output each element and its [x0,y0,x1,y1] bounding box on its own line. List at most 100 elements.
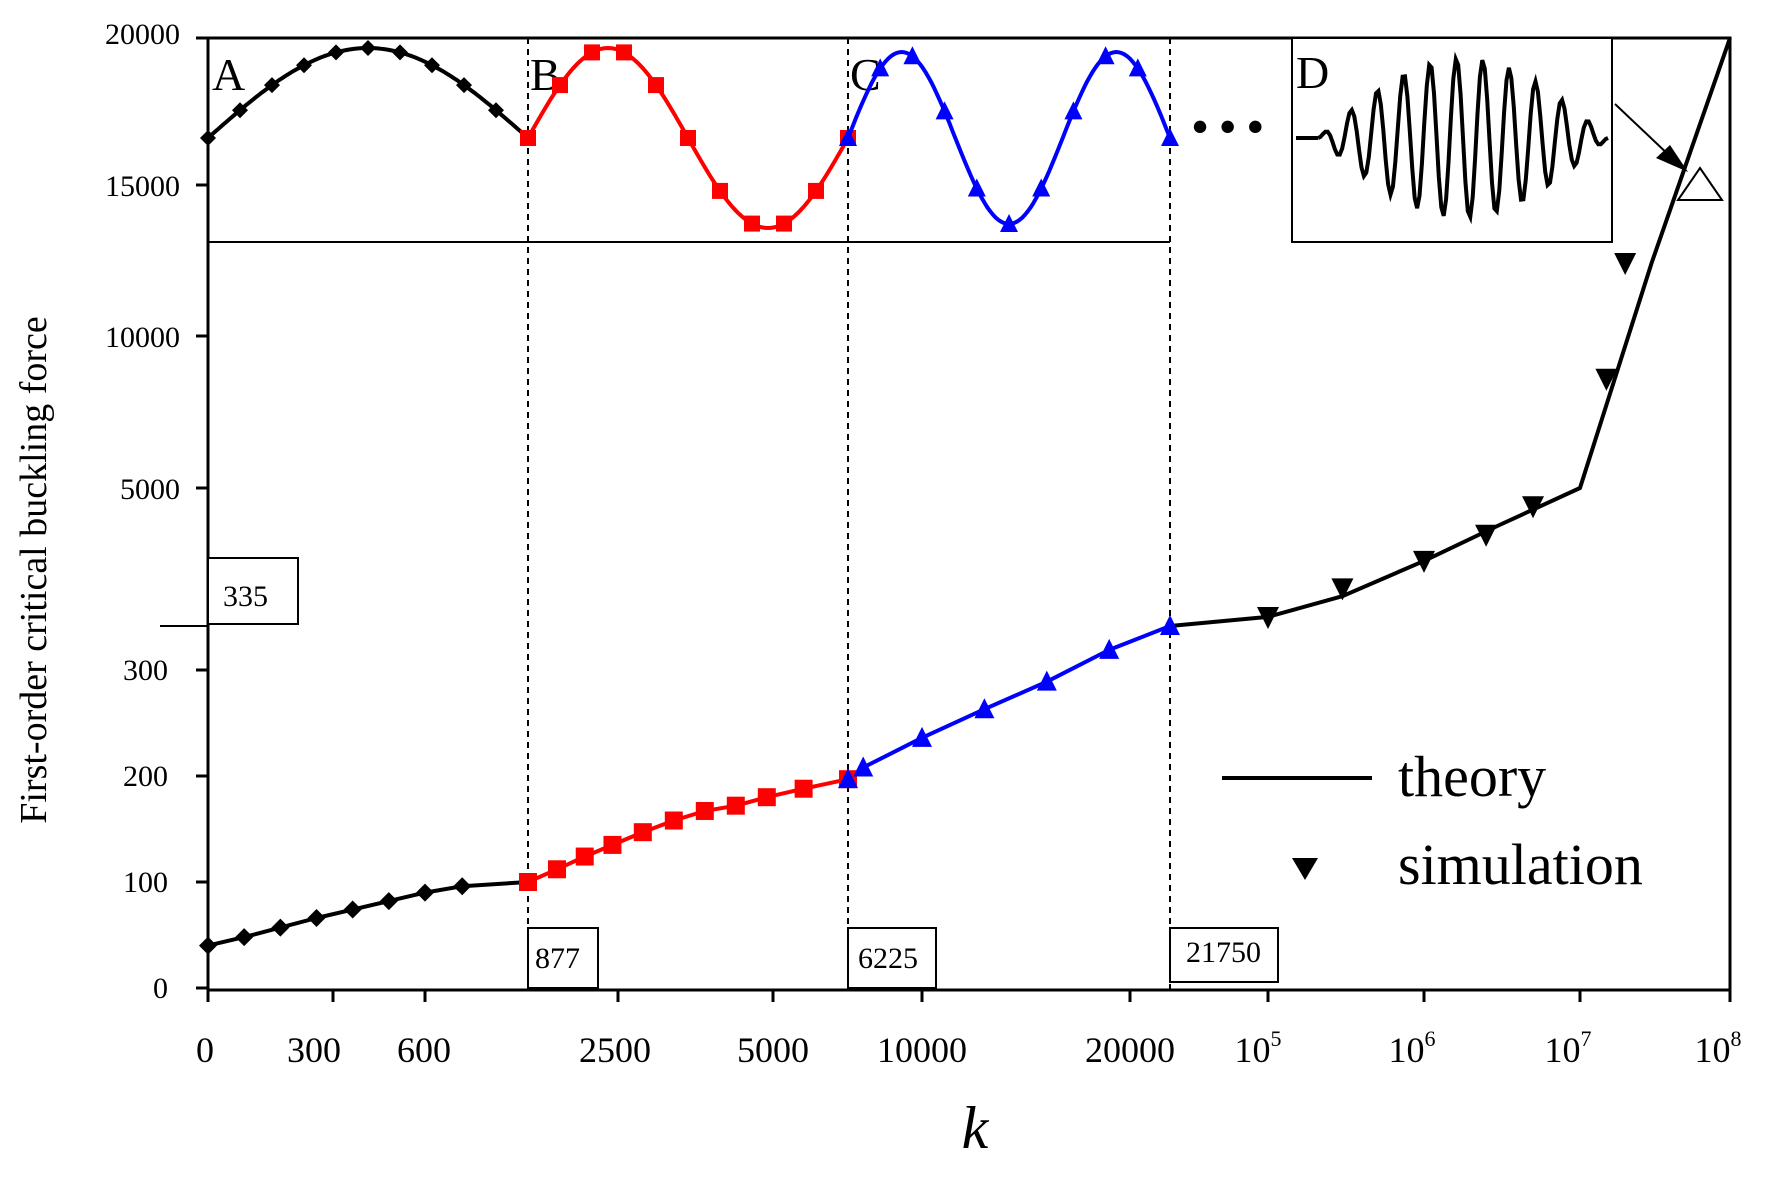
data-marker-triangle-down [1475,524,1498,547]
x-tick-marks [206,990,1732,1002]
data-marker-square [603,835,622,854]
x-tick-label-pow: 106 [1389,1026,1436,1070]
x-tick-exp: 5 [1271,1026,1282,1051]
mode-shape-a-marker [488,102,504,119]
mode-shape-c-marker [1128,58,1147,77]
mode-shape-c-marker [1032,178,1051,197]
y-tick-label: 300 [123,654,168,687]
x-tick-label: 600 [397,1030,451,1070]
mode-shape-a-marker [200,130,216,146]
legend-simulation-label: simulation [1398,832,1643,897]
data-marker-triangle-up [974,698,995,719]
mode-shape-c-marker [967,178,986,197]
mode-shape-b-marker [552,77,568,94]
mode-shape-b-marker [584,44,600,61]
data-marker-square [575,847,594,866]
data-marker-diamond [235,928,254,947]
x-tick-label: 20000 [1085,1030,1175,1070]
mode-shape-c [846,49,1172,227]
x-tick-base: 10 [1545,1030,1581,1070]
mode-shape-b-marker [648,77,664,94]
x-tick-label: 0 [196,1030,214,1070]
mode-shape-b-marker [520,130,536,146]
mode-shape-d [1317,51,1609,225]
mode-shape-c-marker [839,128,857,146]
mode-shape-a-marker [360,40,376,56]
x-tick-label-pow: 108 [1695,1026,1742,1070]
mode-shape-a-marker [328,44,344,61]
data-marker-square [695,801,714,820]
y-tick-label: 200 [123,760,168,793]
y-ticks-lower: 0 100 200 300 [123,654,168,1005]
mode-shape-a-marker [296,57,312,74]
data-marker-triangle-up [1160,615,1180,635]
legend-theory-label: theory [1398,744,1546,809]
x-tick-base: 10 [1389,1030,1425,1070]
boundary-box-label: 877 [535,942,580,975]
data-marker-triangle-down [1614,253,1637,275]
mode-shape-b-marker [744,215,760,232]
mode-shape-b-marker [616,44,632,61]
data-marker-square [548,860,567,879]
series-line-0 [207,880,529,948]
x-tick-base: 10 [1695,1030,1731,1070]
data-marker-triangle-down [1331,578,1354,601]
data-marker-square [664,811,683,830]
y-tick-label: 15000 [105,170,180,203]
data-marker-triangle-up [853,756,874,777]
mode-shape-c-marker [1161,128,1179,146]
mode-shape-b-marker [712,182,728,199]
x-tick-label: 5000 [737,1030,809,1070]
inset-d-frame [1291,37,1613,243]
mode-shape-a-marker [424,57,440,74]
x-tick-exp: 7 [1581,1026,1592,1051]
mode-shape-c-marker [1064,101,1083,120]
mode-shape-c-marker [903,46,922,65]
boundary-box-label: 21750 [1186,936,1261,969]
y-tick-label: 10000 [105,321,180,354]
mode-shape-a-marker [264,77,280,94]
x-tick-label: 300 [287,1030,341,1070]
data-marker-diamond [343,900,362,919]
data-marker-triangle-up [912,726,932,747]
boundary-box-877: 877 [527,927,599,989]
boundary-box-frame [847,927,937,989]
boundary-box-21750: 21750 [1169,927,1279,983]
boundary-box-frame [1169,927,1279,983]
boundary-box-335: 335 [207,557,299,625]
data-marker-diamond [271,918,290,937]
data-marker-triangle-down [1257,606,1279,629]
x-tick-exp: 8 [1731,1026,1742,1051]
mode-shape-a-marker [456,77,472,94]
series-line-2 [846,624,1171,781]
x-tick-exp: 6 [1425,1026,1436,1051]
legend-simulation-marker [1292,858,1318,880]
mode-shape-c-marker [935,101,954,120]
x-tick-label: 2500 [579,1030,651,1070]
y-tick-label: 0 [153,972,168,1005]
boundary-box-frame [527,927,599,989]
series-line-3 [1169,37,1732,628]
legend: theory simulation [1222,744,1643,897]
inset-arrow-line [1614,103,1673,159]
boundary-box-frame [207,557,299,625]
y-tick-label: 20000 [105,18,180,51]
inset-arrow [1614,103,1688,172]
x-axis-title: k [962,1095,990,1161]
mode-shape-a-marker [392,44,408,61]
x-tick-base: 10 [1235,1030,1271,1070]
data-marker-diamond [307,909,326,928]
data-marker-diamond [416,883,434,902]
x-tick-label-pow: 107 [1545,1026,1592,1070]
panel-label-a: A [212,49,245,100]
y-tick-marks [196,36,208,990]
data-marker-square [519,873,537,891]
plot-frame [206,36,1732,992]
mode-shape-c-marker [1000,214,1018,232]
inset-arrow-head [1656,145,1688,172]
data-marker-triangle-up [1099,638,1120,659]
x-ticks: 0 300 600 2500 5000 10000 20000 105 106 … [196,1026,1742,1070]
panel-label-d: D [1296,47,1329,98]
y-tick-label: 5000 [120,473,180,506]
